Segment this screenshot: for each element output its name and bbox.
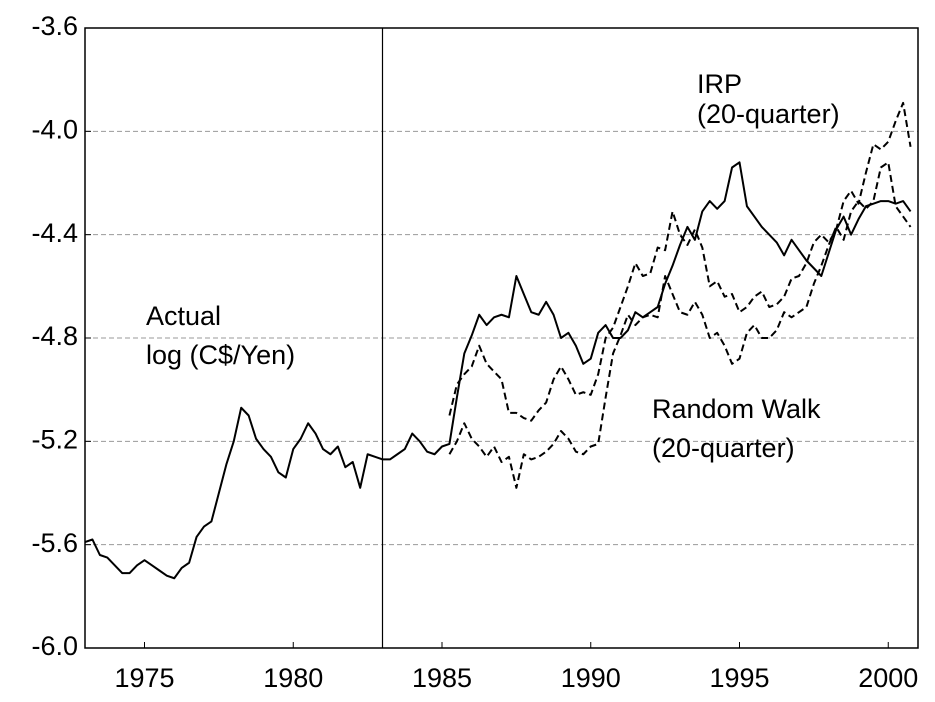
y-tick-label: -5.2	[31, 424, 78, 454]
x-tick-label: 1995	[709, 663, 769, 693]
y-tick-label: -5.6	[31, 528, 78, 558]
y-tick-label: -6.0	[31, 631, 78, 661]
x-tick-label: 1990	[561, 663, 621, 693]
plot-frame	[84, 27, 919, 649]
annotation: (20-quarter)	[652, 433, 795, 463]
y-tick-label: -3.6	[31, 11, 78, 41]
annotation: Actual	[146, 301, 221, 331]
annotation: (20-quarter)	[697, 99, 840, 129]
series-line	[448, 101, 912, 422]
x-tick-label: 1975	[114, 663, 174, 693]
x-tick-label: 1980	[263, 663, 323, 693]
x-tick-label: 2000	[858, 663, 918, 693]
series-line	[448, 161, 912, 489]
series-line	[84, 161, 912, 580]
annotation: IRP	[697, 69, 742, 99]
annotation: log (C$/Yen)	[146, 340, 295, 370]
y-tick-label: -4.0	[31, 114, 78, 144]
x-tick-label: 1985	[412, 663, 472, 693]
annotation: Random Walk	[652, 394, 821, 424]
y-tick-label: -4.4	[31, 218, 78, 248]
y-tick-label: -4.8	[31, 321, 78, 351]
